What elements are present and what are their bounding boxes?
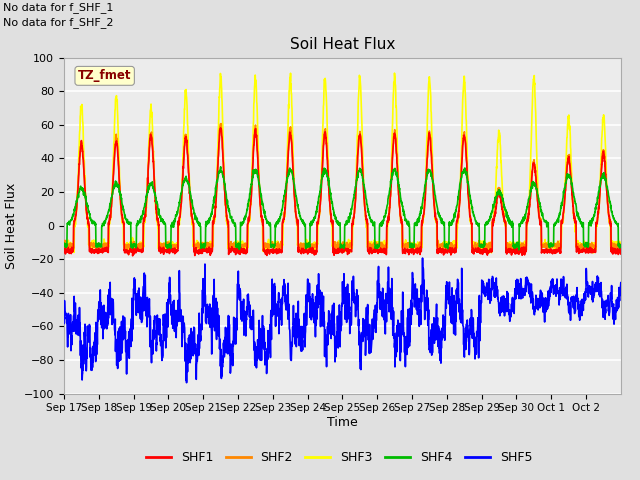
Title: Soil Heat Flux: Soil Heat Flux (290, 37, 395, 52)
Text: TZ_fmet: TZ_fmet (78, 70, 131, 83)
Legend: SHF1, SHF2, SHF3, SHF4, SHF5: SHF1, SHF2, SHF3, SHF4, SHF5 (141, 446, 538, 469)
X-axis label: Time: Time (327, 416, 358, 429)
Y-axis label: Soil Heat Flux: Soil Heat Flux (5, 182, 19, 269)
Text: No data for f_SHF_1: No data for f_SHF_1 (3, 2, 113, 13)
Text: No data for f_SHF_2: No data for f_SHF_2 (3, 17, 114, 28)
